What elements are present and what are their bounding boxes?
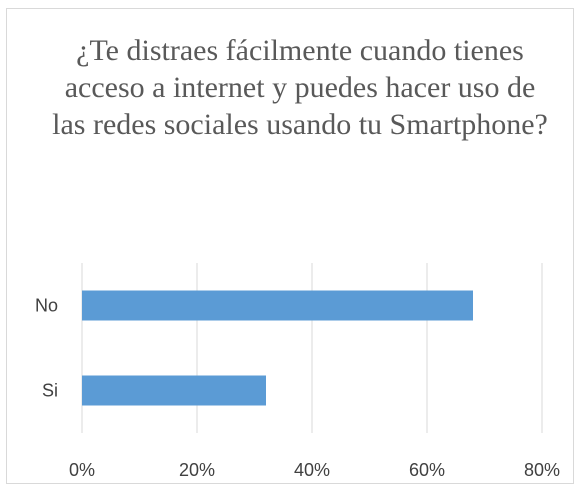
x-tick-label: 0% <box>69 460 95 480</box>
x-tick-label: 20% <box>179 460 215 480</box>
bar-si <box>82 375 266 406</box>
gridlines <box>81 263 543 433</box>
axis-labels: 0% 20% 40% 60% 80% No Si <box>35 296 560 481</box>
x-tick-label: 60% <box>409 460 445 480</box>
chart-title: ¿Te distraes fácilmente cuando tienes ac… <box>52 34 548 141</box>
y-category-label: No <box>35 296 58 316</box>
x-tick-label: 40% <box>294 460 330 480</box>
y-category-label: Si <box>42 381 58 401</box>
x-tick-label: 80% <box>524 460 560 480</box>
bars <box>82 290 473 406</box>
bar-no <box>82 290 473 321</box>
